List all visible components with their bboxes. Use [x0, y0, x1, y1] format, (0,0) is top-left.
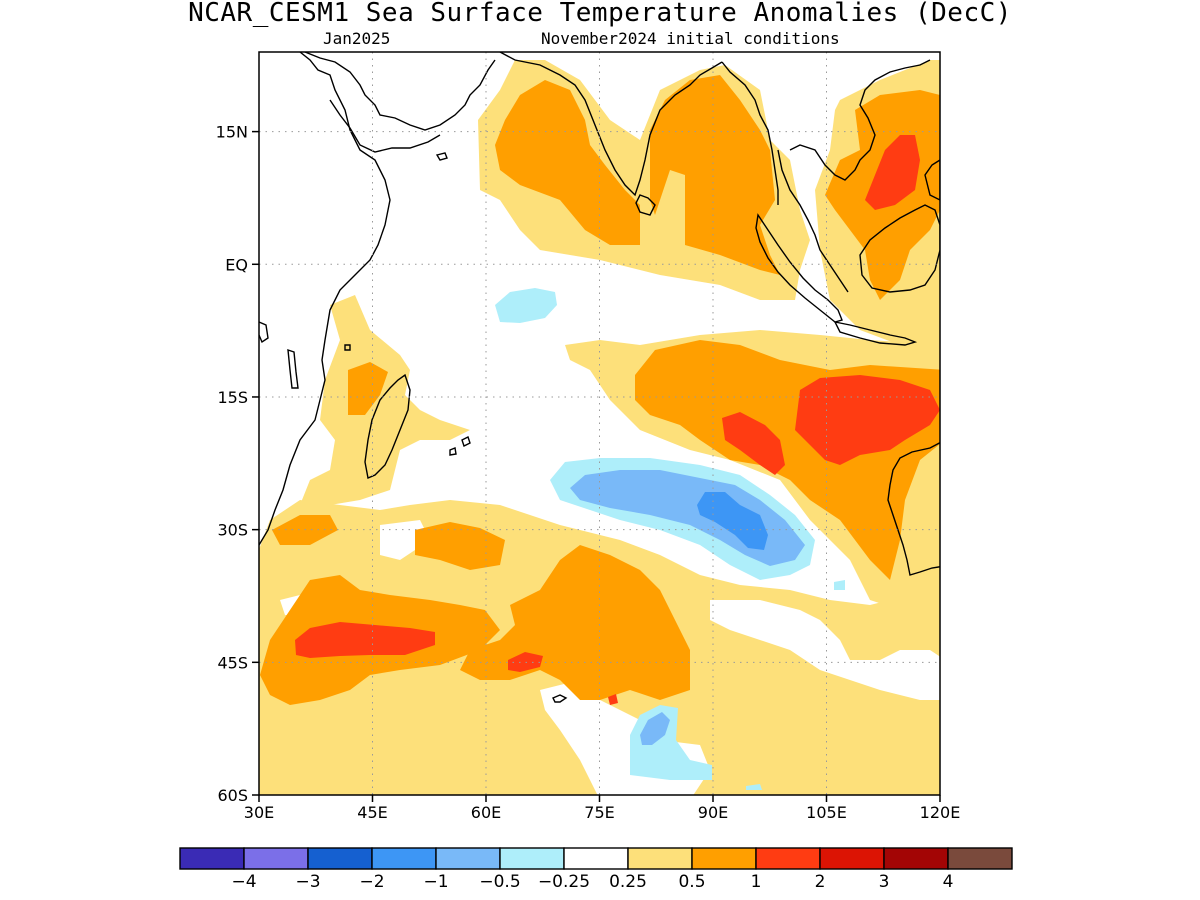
- lon-tick-label: 105E: [806, 803, 847, 822]
- lat-tick-label: 15N: [216, 123, 248, 142]
- anomaly-region-equatorial-patch: [495, 288, 557, 323]
- colorbar-label: 1: [751, 872, 762, 892]
- anomaly-region-tiny-patch-1: [834, 580, 845, 590]
- anomaly-region-madagascar-west: [348, 362, 388, 415]
- colorbar: −4 −3 −2 −1 −0.5 −0.25 0.25 0.5 1 2 3 4: [179, 847, 1013, 892]
- colorbar-swatch: [627, 847, 693, 870]
- anomaly-region-south-china-sea-core: [865, 135, 920, 210]
- coastline-lake-victoria: [259, 321, 269, 344]
- anomaly-region-mozambique-channel: [300, 295, 470, 505]
- coastline-madagascar: [364, 373, 411, 479]
- coastline-borneo: [859, 204, 940, 293]
- colorbar-swatch: [499, 847, 565, 870]
- lon-tick-label: 30E: [244, 803, 274, 822]
- lon-tick-label: 75E: [584, 803, 614, 822]
- anomaly-region-subtropical-core: [697, 492, 768, 550]
- coastline-philippines: [924, 159, 940, 201]
- anomaly-field: [259, 60, 940, 795]
- graticule: [259, 52, 940, 795]
- colorbar-label: 0.25: [609, 872, 647, 892]
- anomaly-region-southeast-core: [722, 412, 785, 475]
- colorbar-label: −0.5: [479, 872, 520, 892]
- colorbar-label: −0.25: [538, 872, 590, 892]
- colorbar-label: 2: [815, 872, 826, 892]
- colorbar-swatch: [179, 847, 245, 870]
- colorbar-swatch: [371, 847, 437, 870]
- coastline-australia: [887, 441, 940, 576]
- colorbar-swatch: [691, 847, 757, 870]
- coastline-socotra: [435, 152, 448, 161]
- anomaly-region-off-western-australia: [795, 375, 940, 465]
- chart-title: NCAR_CESM1 Sea Surface Temperature Anoma…: [188, 0, 1012, 28]
- colorbar-swatch: [755, 847, 821, 870]
- coastline-bay-of-bengal: [721, 61, 779, 205]
- lon-tick-label: 60E: [471, 803, 501, 822]
- coastline-sumatra: [755, 213, 843, 323]
- anomaly-region-southern-west-core: [295, 622, 435, 658]
- coastline-arabia: [304, 52, 496, 131]
- lat-tick-label: 60S: [217, 786, 248, 805]
- coastline-mauritius: [461, 436, 471, 447]
- colorbar-label: −4: [231, 872, 256, 892]
- anomaly-region-southern-small-1: [415, 522, 505, 570]
- coastline-red-sea: [329, 99, 441, 153]
- coastline-india: [499, 52, 723, 197]
- colorbar-swatch: [883, 847, 949, 870]
- valid-month-label: Jan2025: [323, 29, 391, 48]
- colorbar-swatch: [819, 847, 885, 870]
- lat-tick-label: 30S: [217, 521, 248, 540]
- anomaly-region-bay-of-bengal: [650, 75, 780, 275]
- coastline-malay-peninsula: [777, 149, 849, 293]
- coastline-lake-malawi: [287, 348, 299, 389]
- coastline-kerguelen: [552, 694, 568, 703]
- lat-tick-label: 15S: [217, 388, 248, 407]
- initial-conditions-label: November2024 initial conditions: [541, 29, 840, 48]
- lat-tick-label: EQ: [225, 255, 248, 274]
- anomaly-region-arabian-sea: [495, 80, 640, 245]
- anomaly-region-southern-patch-core: [640, 712, 670, 745]
- colorbar-swatch: [307, 847, 373, 870]
- colorbar-label: 4: [943, 872, 954, 892]
- anomaly-region-tiny-patch-2: [746, 784, 762, 790]
- lon-tick-label: 90E: [698, 803, 728, 822]
- coastline-comoros: [344, 344, 351, 351]
- colorbar-swatch: [243, 847, 309, 870]
- colorbar-label: −3: [295, 872, 320, 892]
- anomaly-region-southern-tiny-core: [608, 694, 618, 705]
- colorbar-label: −1: [423, 872, 448, 892]
- colorbar-swatch: [435, 847, 501, 870]
- lon-tick-label: 120E: [920, 803, 961, 822]
- colorbar-swatch: [947, 847, 1013, 870]
- colorbar-label: 3: [879, 872, 890, 892]
- colorbar-label: −2: [359, 872, 384, 892]
- colorbar-label: 0.5: [678, 872, 705, 892]
- colorbar-swatch: [563, 847, 629, 870]
- coastlines: [259, 52, 940, 703]
- coastline-reunion: [449, 447, 457, 456]
- lat-tick-label: 45S: [217, 653, 248, 672]
- coastline-east-africa: [259, 52, 391, 546]
- coastline-indochina: [789, 59, 931, 181]
- coastline-sri-lanka: [635, 194, 656, 216]
- lon-tick-label: 45E: [357, 803, 387, 822]
- coastline-java: [833, 321, 918, 346]
- anomaly-gap-southern-3: [710, 600, 940, 700]
